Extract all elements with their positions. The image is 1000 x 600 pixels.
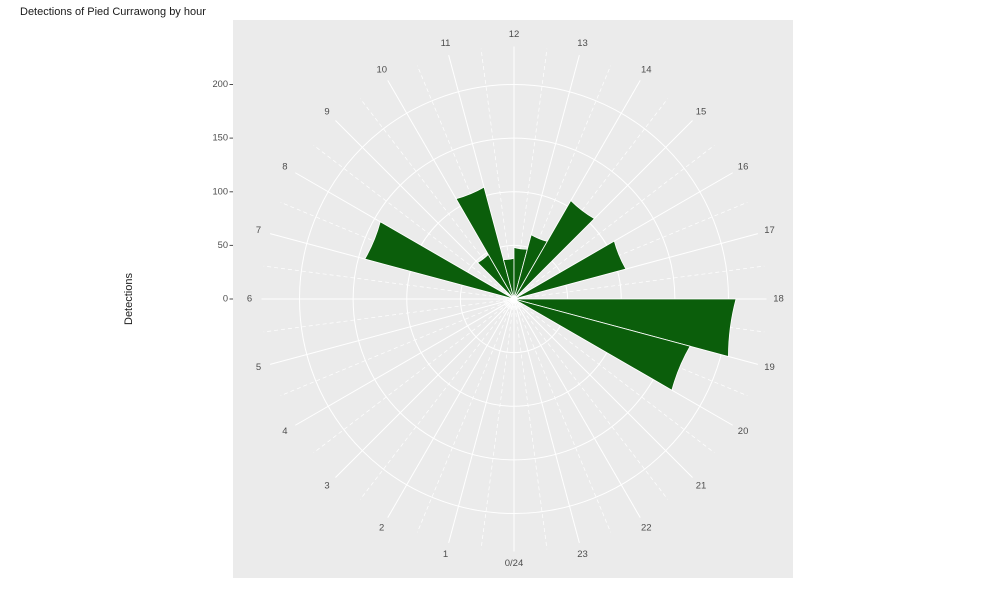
- svg-text:12: 12: [509, 29, 520, 40]
- svg-text:150: 150: [212, 133, 228, 143]
- svg-text:6: 6: [247, 294, 252, 305]
- svg-text:2: 2: [379, 523, 384, 534]
- svg-text:10: 10: [377, 64, 388, 75]
- svg-text:13: 13: [577, 38, 588, 49]
- svg-text:4: 4: [282, 426, 287, 437]
- svg-text:1: 1: [443, 549, 448, 560]
- svg-text:23: 23: [577, 549, 588, 560]
- svg-text:18: 18: [773, 294, 784, 305]
- svg-text:21: 21: [696, 481, 707, 492]
- svg-text:0: 0: [223, 293, 228, 303]
- svg-text:22: 22: [641, 523, 652, 534]
- svg-text:20: 20: [738, 426, 749, 437]
- svg-text:5: 5: [256, 362, 261, 373]
- svg-text:17: 17: [764, 225, 775, 236]
- svg-text:7: 7: [256, 225, 261, 236]
- svg-text:14: 14: [641, 64, 652, 75]
- svg-text:50: 50: [218, 240, 228, 250]
- svg-text:16: 16: [738, 161, 749, 172]
- svg-text:0/24: 0/24: [505, 558, 524, 569]
- svg-text:19: 19: [764, 362, 775, 373]
- svg-text:200: 200: [212, 79, 228, 89]
- svg-text:3: 3: [324, 481, 329, 492]
- svg-text:8: 8: [282, 161, 287, 172]
- svg-text:100: 100: [212, 186, 228, 196]
- svg-text:9: 9: [324, 107, 329, 118]
- svg-text:15: 15: [696, 107, 707, 118]
- svg-text:11: 11: [441, 38, 451, 49]
